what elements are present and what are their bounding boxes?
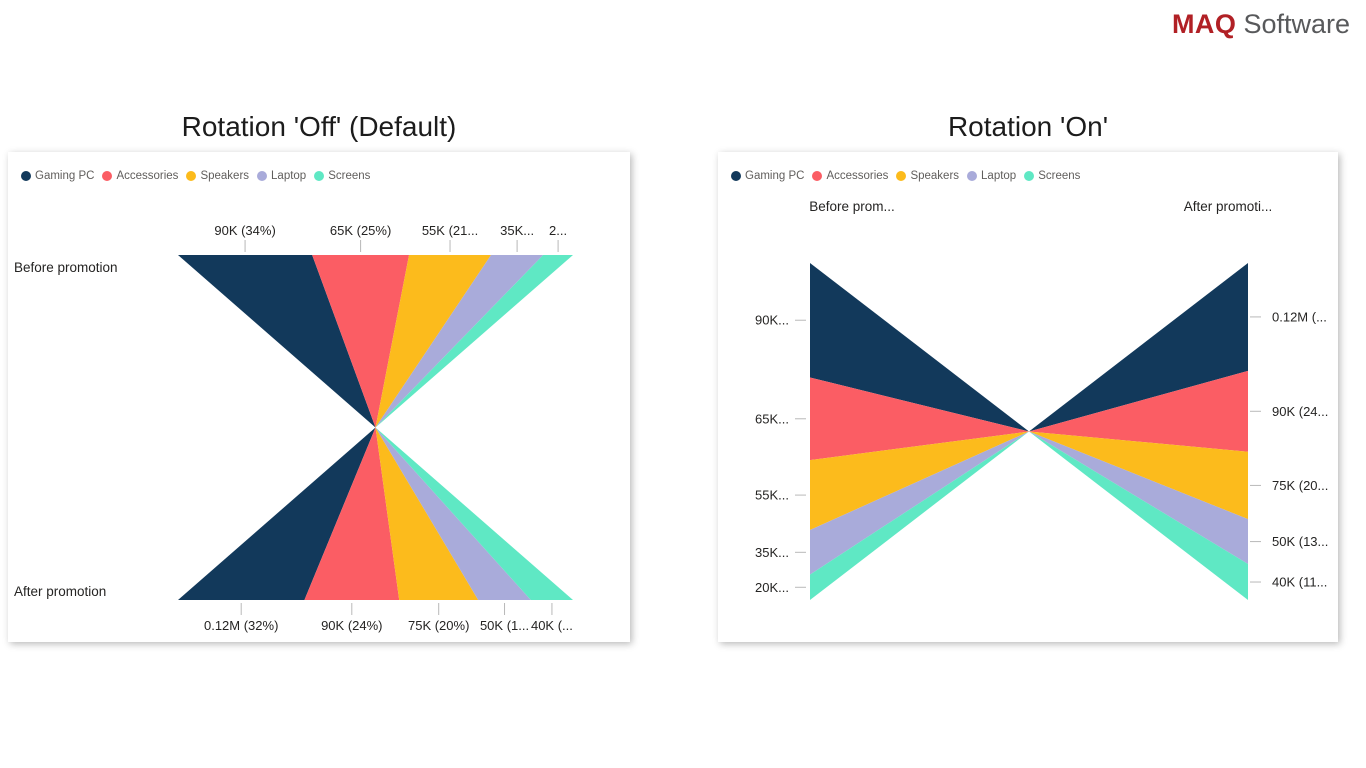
legend-item-screens[interactable]: Screens: [1024, 170, 1080, 182]
data-label-after-promoti--laptop: 50K (13...: [1272, 534, 1328, 549]
visual-card-rotation-off: Gaming PC Accessories Speakers Laptop Screen…: [8, 152, 630, 642]
legend-label: Speakers: [200, 170, 250, 182]
funnel-wedge-before-prom--gaming-pc[interactable]: [810, 263, 1029, 432]
legend-item-gaming-pc[interactable]: Gaming PC: [731, 170, 804, 182]
data-label-before-prom--laptop: 35K...: [755, 545, 789, 560]
legend-label: Speakers: [910, 170, 960, 182]
legend-dot-icon: [21, 171, 31, 181]
category-label-before: Before prom...: [809, 199, 895, 214]
legend-label: Laptop: [271, 170, 307, 182]
legend-dot-icon: [1024, 171, 1035, 181]
chart-title-rotation-off: Rotation 'Off' (Default): [181, 111, 457, 142]
legend-item-gaming-pc[interactable]: Gaming PC: [21, 170, 94, 182]
funnel-wedge-before-prom--screens[interactable]: [810, 431, 1029, 601]
legend-dot-icon: [102, 171, 113, 181]
data-label-after-promotion-screens: 40K (...: [531, 618, 573, 633]
legend-label: Accessories: [826, 170, 889, 182]
legend: Gaming PC Accessories Speakers Laptop Screen…: [21, 168, 370, 184]
legend: Gaming PC Accessories Speakers Laptop Screen…: [731, 168, 1080, 184]
visual-card-rotation-on: Gaming PC Accessories Speakers Laptop Screen…: [718, 152, 1338, 642]
data-label-before-promotion-speakers: 55K (21...: [422, 223, 478, 238]
legend-label: Screens: [1038, 170, 1081, 182]
legend-dot-icon: [896, 171, 907, 181]
legend-item-accessories[interactable]: Accessories: [812, 170, 888, 182]
data-label-before-prom--gaming-pc: 90K...: [755, 313, 789, 328]
legend-item-accessories[interactable]: Accessories: [102, 170, 178, 182]
category-label-after: After promotion: [14, 584, 106, 599]
data-label-after-promotion-gaming-pc: 0.12M (32%): [204, 618, 278, 633]
legend-item-screens[interactable]: Screens: [314, 170, 370, 182]
legend-label: Screens: [328, 170, 371, 182]
data-label-before-promotion-laptop: 35K...: [500, 223, 534, 238]
legend-dot-icon: [186, 171, 197, 181]
funnel-wedge-after-promoti--screens[interactable]: [1029, 431, 1248, 601]
category-label-before: Before promotion: [14, 260, 118, 275]
funnel-wedge-before-promotion-accessories[interactable]: [312, 255, 410, 428]
legend-item-laptop[interactable]: Laptop: [257, 170, 306, 182]
legend-label: Laptop: [981, 170, 1017, 182]
legend-dot-icon: [731, 171, 741, 181]
funnel-wedge-after-promotion-gaming-pc[interactable]: [178, 427, 376, 601]
legend-label: Gaming PC: [745, 170, 805, 182]
category-label-after: After promoti...: [1184, 199, 1273, 214]
legend-label: Gaming PC: [35, 170, 95, 182]
data-label-after-promoti--speakers: 75K (20...: [1272, 478, 1328, 493]
legend-dot-icon: [812, 171, 823, 181]
data-label-before-promotion-accessories: 65K (25%): [330, 223, 391, 238]
data-label-after-promoti--screens: 40K (11...: [1272, 575, 1327, 590]
legend-dot-icon: [257, 171, 268, 181]
maq-software-logo: MAQ Software: [1172, 6, 1350, 42]
data-label-before-promotion-gaming-pc: 90K (34%): [214, 223, 275, 238]
legend-dot-icon: [967, 171, 978, 181]
funnel-wedge-after-promotion-accessories[interactable]: [304, 427, 400, 601]
legend-item-laptop[interactable]: Laptop: [967, 170, 1016, 182]
data-label-after-promotion-speakers: 75K (20%): [408, 618, 469, 633]
funnel-wedge-before-promotion-gaming-pc[interactable]: [178, 255, 376, 428]
data-label-before-promotion-screens: 2...: [549, 223, 567, 238]
funnel-wedge-before-promotion-screens[interactable]: [375, 255, 574, 428]
funnel-wedge-after-promoti--gaming-pc[interactable]: [1029, 263, 1248, 432]
data-label-after-promoti--gaming-pc: 0.12M (...: [1272, 309, 1327, 324]
funnel-wedge-before-prom--accessories[interactable]: [810, 377, 1029, 461]
data-label-before-prom--screens: 20K...: [755, 580, 789, 595]
logo-maq-text: MAQ: [1171, 9, 1237, 39]
data-label-before-prom--speakers: 55K...: [755, 488, 789, 503]
funnel-chart-rotation-off: 90K (34%) 65K (25%) 55K (21... 35K... 2... 0.…: [14, 223, 574, 633]
legend-dot-icon: [314, 171, 325, 181]
legend-item-speakers[interactable]: Speakers: [896, 170, 959, 182]
funnel-wedge-before-prom--speakers[interactable]: [810, 431, 1029, 531]
data-label-after-promotion-laptop: 50K (1...: [480, 618, 529, 633]
data-label-after-promotion-accessories: 90K (24%): [321, 618, 382, 633]
data-label-after-promoti--accessories: 90K (24...: [1272, 404, 1328, 419]
chart-title-rotation-on: Rotation 'On': [947, 111, 1109, 142]
funnel-wedge-after-promotion-screens[interactable]: [375, 427, 574, 601]
funnel-chart-rotation-on: 90K... 65K... 55K... 35K... 20K... 0.12M (...…: [755, 199, 1328, 601]
logo-software-text: Software: [1243, 9, 1350, 39]
legend-item-speakers[interactable]: Speakers: [186, 170, 249, 182]
legend-label: Accessories: [116, 170, 179, 182]
funnel-wedge-after-promoti--accessories[interactable]: [1029, 370, 1248, 452]
data-label-before-prom--accessories: 65K...: [755, 411, 789, 426]
